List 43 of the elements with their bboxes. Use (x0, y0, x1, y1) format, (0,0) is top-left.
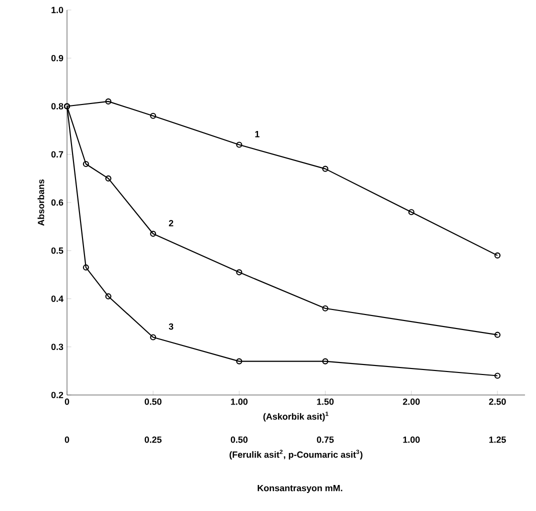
x2-tick-label: 0.50 (230, 436, 248, 443)
point (105, 293, 112, 300)
text: Konsantrasyon mM. (258, 484, 342, 494)
series-label: 1 (255, 131, 260, 138)
y-tick-label: 1.0 (52, 6, 64, 14)
point (150, 112, 156, 119)
y-tick-label: 0.6 (51, 199, 64, 206)
x-tick-label: 0 (64, 398, 70, 405)
point (236, 269, 242, 276)
x-tick-label: 1.00 (231, 398, 248, 405)
y-tick-label: 0.2 (51, 392, 64, 398)
point (150, 334, 156, 340)
x-tick-label: 2.00 (402, 398, 420, 405)
x-tick-label: 1.50 (317, 398, 334, 405)
point (105, 98, 112, 104)
series-label: 3 (168, 323, 174, 330)
y-tick-label: 0.5 (51, 247, 64, 254)
x2-tick-label: 1.25 (489, 436, 506, 443)
point (150, 230, 156, 237)
x2-tick-label: 0 (64, 436, 70, 443)
y-tick-label: 0.7 (51, 151, 64, 158)
point (236, 142, 242, 148)
x-axis-title: (Askorbik asit)$^{1}$ (263, 412, 328, 422)
y-tick-label: 0.8 (51, 103, 64, 110)
y-axis-title: Absorbans (38, 179, 44, 226)
point (322, 166, 328, 172)
point (322, 305, 328, 312)
x-tick-label: 2.50 (489, 398, 506, 405)
x2-tick-label: 0.25 (144, 436, 162, 443)
point (82, 160, 89, 168)
y-tick-label: 0.3 (51, 344, 64, 350)
point (408, 209, 414, 216)
x2-axis-title: (Ferulik asit$^{2}$, p-Coumaric asit$^{3}$) (230, 450, 362, 460)
point (105, 175, 112, 182)
point (236, 358, 242, 364)
y-tick-label: 0.4 (51, 296, 64, 302)
x-tick-label: 0.50 (144, 398, 162, 405)
point (82, 264, 89, 271)
point (322, 358, 328, 364)
y-tick-label: 0.9 (51, 54, 64, 62)
x2-tick-label: 0.75 (316, 436, 334, 443)
x2-tick-label: 1.00 (403, 436, 420, 443)
series-label: 2 (168, 220, 174, 226)
